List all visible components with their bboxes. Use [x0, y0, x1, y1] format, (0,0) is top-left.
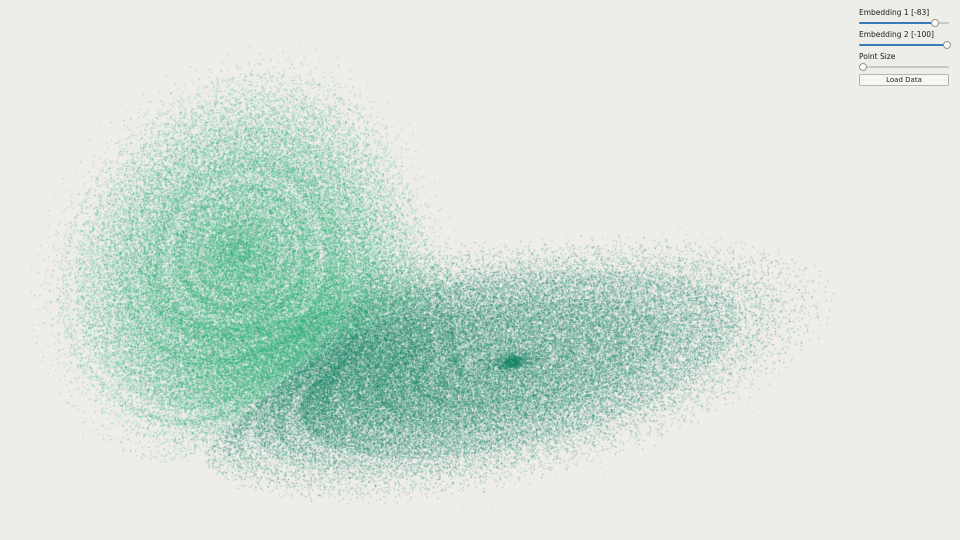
- point-size-slider[interactable]: [859, 62, 949, 71]
- point-size-label: Point Size: [859, 52, 896, 61]
- embedding-2-label: Embedding 2 [-100]: [859, 30, 934, 39]
- control-panel: Embedding 1 [-83] Embedding 2 [-100] Poi…: [859, 8, 951, 86]
- embedding-1-slider[interactable]: [859, 18, 949, 27]
- load-data-button[interactable]: Load Data: [859, 74, 949, 86]
- slider-fill: [859, 44, 946, 46]
- slider-thumb[interactable]: [943, 41, 951, 49]
- slider-thumb[interactable]: [859, 63, 867, 71]
- embedding-2-slider[interactable]: [859, 40, 951, 49]
- slider-track: [859, 66, 949, 68]
- embedding-1-label: Embedding 1 [-83]: [859, 8, 930, 17]
- slider-thumb[interactable]: [930, 19, 939, 27]
- slider-fill: [859, 22, 934, 24]
